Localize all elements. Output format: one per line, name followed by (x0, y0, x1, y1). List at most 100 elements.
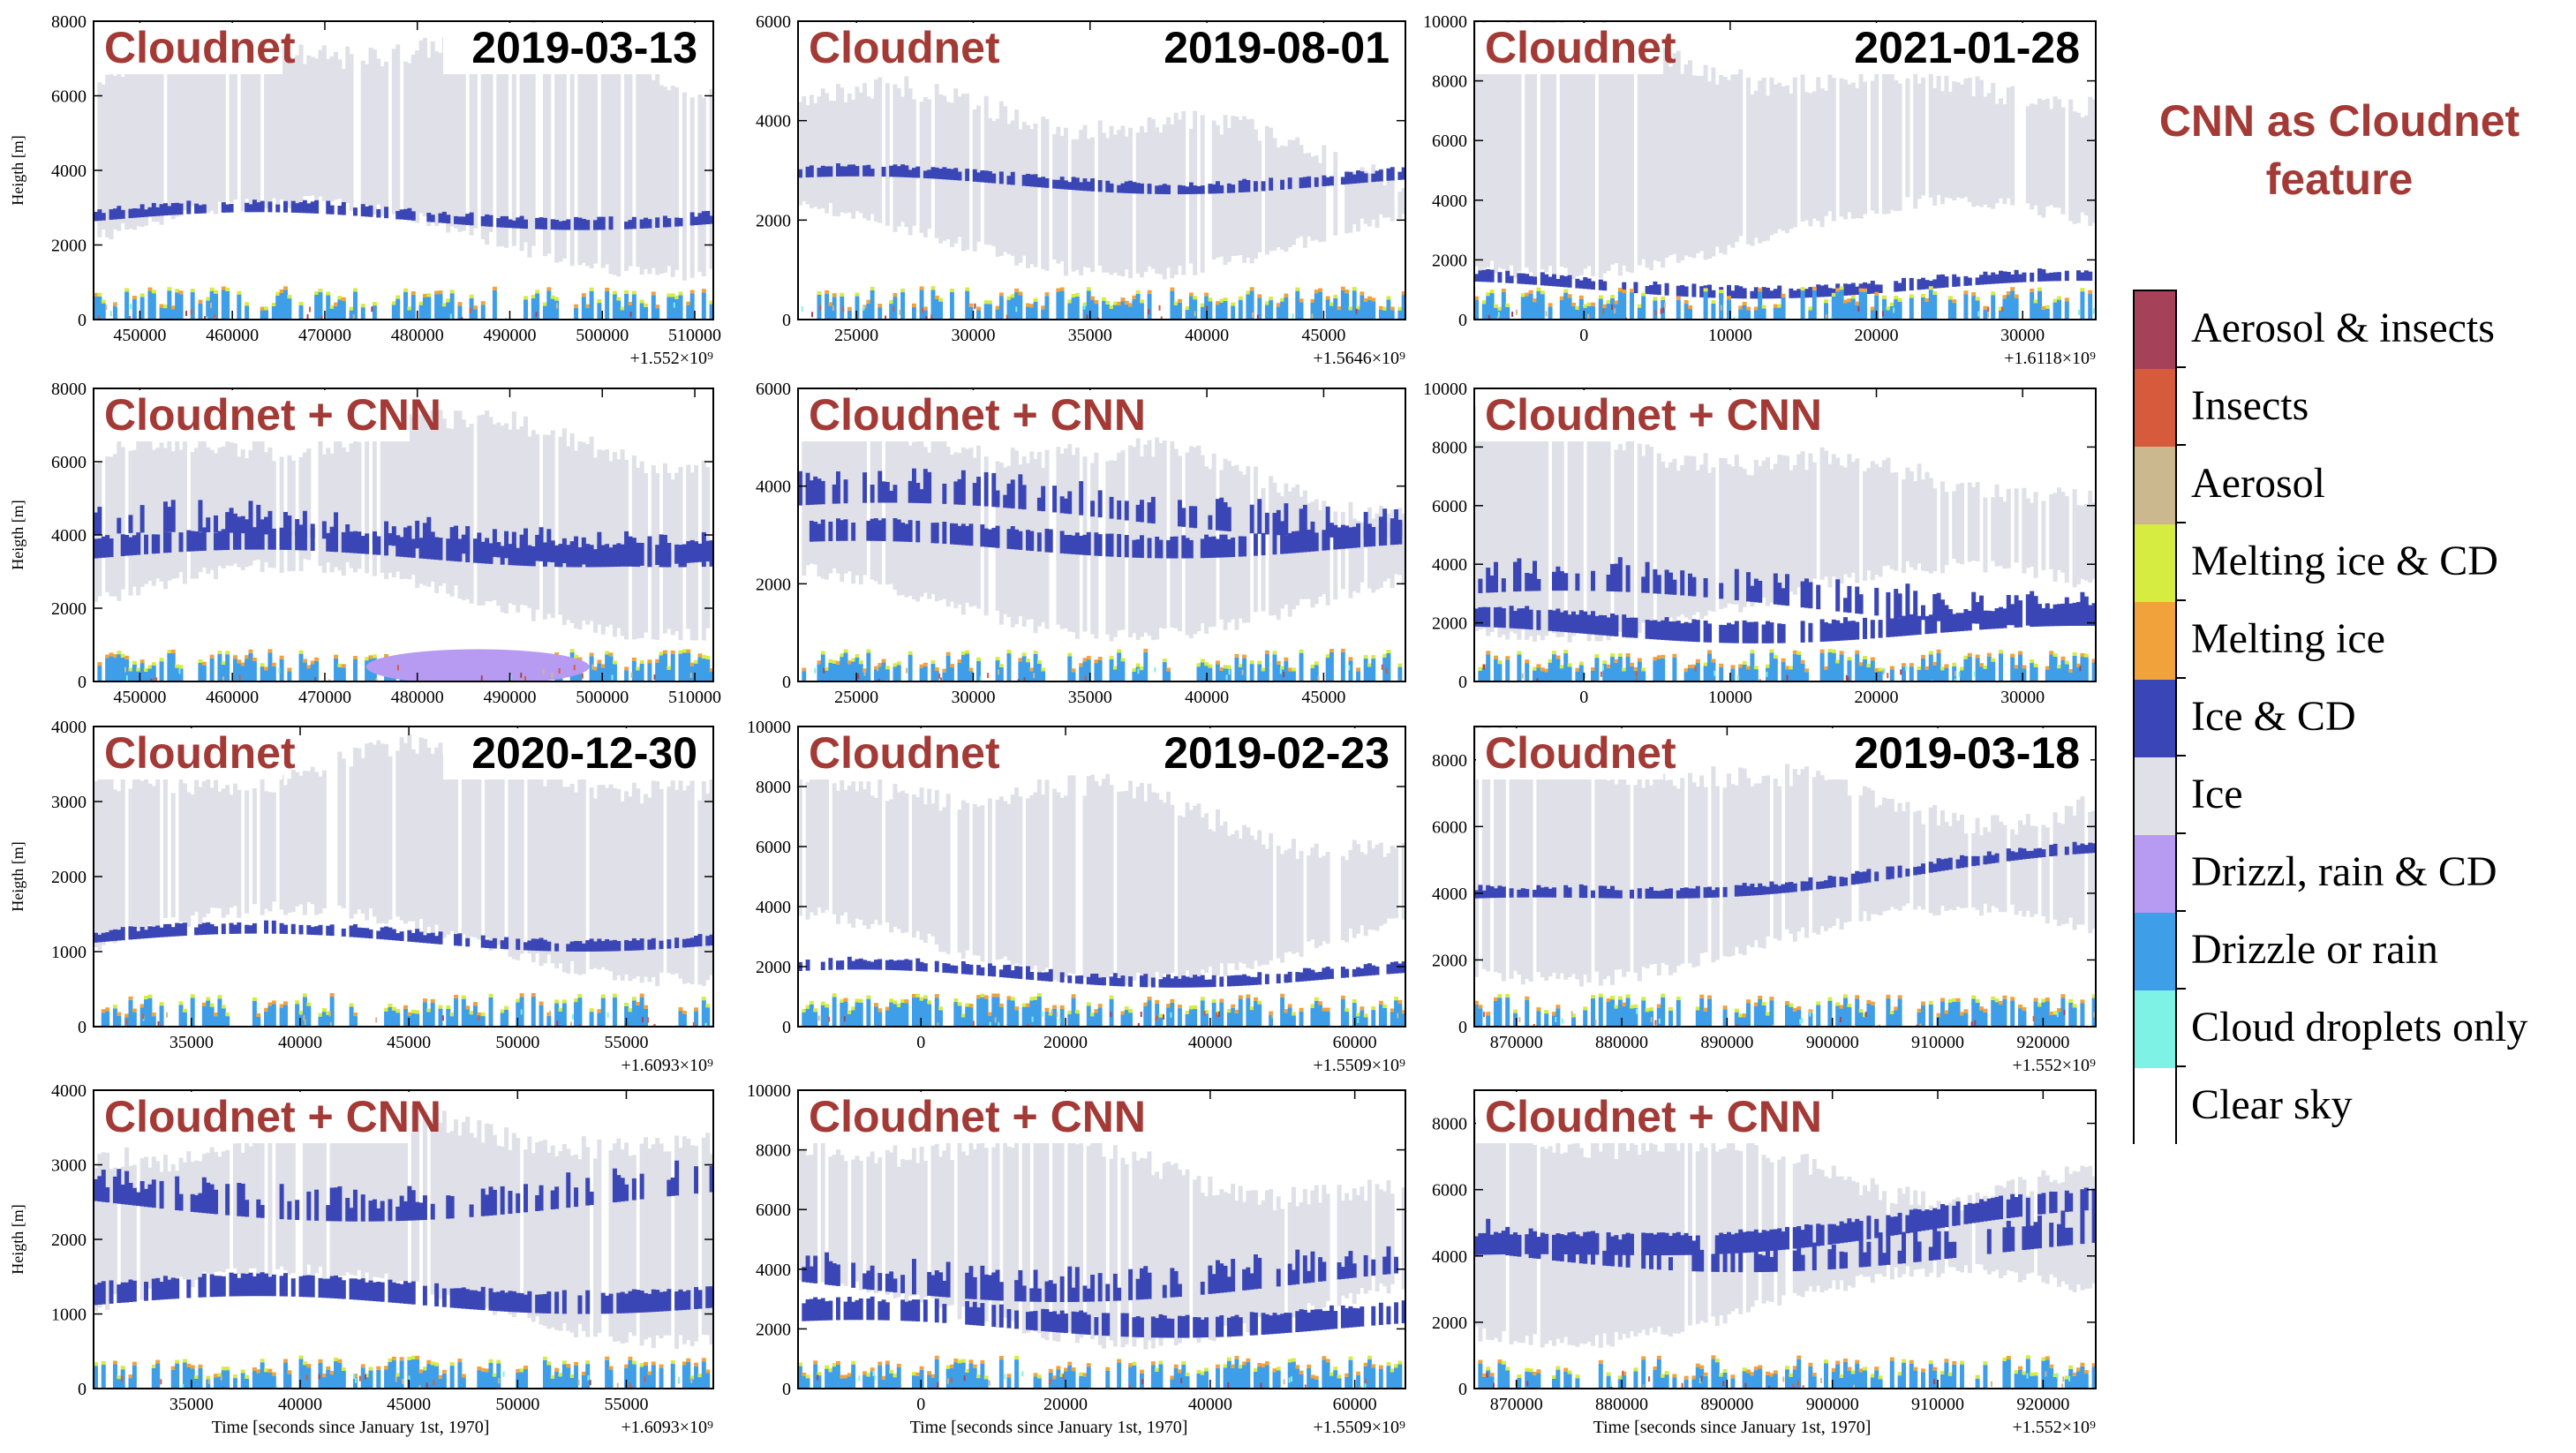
rain-mark (1855, 653, 1860, 681)
ice-mark (1746, 475, 1751, 598)
x-tick-label: 40000 (1188, 1033, 1232, 1052)
melt-mark (539, 1001, 544, 1005)
ice-mark (1909, 471, 1914, 568)
ice-mark (1831, 454, 1836, 577)
ice-cd-mark (1691, 888, 1697, 899)
ice-mark (546, 25, 552, 254)
melt-mark (1014, 1006, 1019, 1011)
x-tick-label: 40000 (278, 1033, 322, 1052)
melt-mark (519, 993, 524, 998)
melt-mark (858, 660, 863, 665)
ice-mark (1486, 30, 1491, 267)
rain-mark (117, 1015, 122, 1027)
melt-mark (1082, 302, 1088, 306)
ice-mark (1143, 132, 1149, 273)
ice-mark (866, 781, 871, 930)
rain-mark (624, 670, 629, 681)
ice-cd-mark (2072, 841, 2077, 854)
rain-mark (159, 661, 164, 681)
ice-cd-cnn-mark (1552, 571, 1556, 591)
ice-mark (1318, 162, 1322, 243)
ice-cd-mark (1855, 286, 1860, 295)
ice-mark (1894, 811, 1899, 909)
ice-mark (1567, 770, 1572, 977)
rain-mark (1280, 301, 1284, 320)
ice-mark (411, 55, 416, 222)
melt-mark (1722, 1005, 1728, 1010)
ice-mark (1847, 795, 1852, 922)
ice-mark (1586, 766, 1592, 982)
ice-mark (1936, 76, 1941, 195)
melt-mark (1800, 287, 1805, 291)
rain-mark (896, 665, 901, 681)
melt-mark (271, 302, 276, 306)
ice-cd-mark (1371, 965, 1376, 975)
ice-mark (201, 432, 207, 568)
ice-mark (1204, 813, 1209, 974)
melt-mark (1094, 1009, 1099, 1013)
y-tick-label: 6000 (51, 453, 87, 472)
ice-mark (608, 784, 614, 972)
ice-mark (492, 748, 497, 941)
ice-mark (1003, 801, 1008, 957)
ice-mark (1649, 447, 1653, 635)
ice-cd-cnn-mark (94, 512, 98, 535)
x-tick-label: 490000 (483, 688, 536, 707)
ice-cd-mark (531, 938, 536, 951)
ice-cd-cnn-mark (449, 527, 455, 553)
rain-mark (686, 305, 691, 320)
rain-mark (934, 670, 939, 681)
ice-mark (1158, 442, 1164, 629)
melt-mark (175, 664, 180, 668)
ice-mark (647, 72, 652, 275)
aerosol-insect-mark (1845, 674, 1848, 681)
ice-cd-cnn-mark (923, 469, 928, 504)
ice-cd-mark (585, 220, 591, 230)
ice-mark (388, 425, 393, 574)
rain-mark (260, 310, 265, 320)
panel-plot-area (1474, 726, 2096, 1027)
melt-mark (802, 1008, 807, 1013)
y-tick-label: 4000 (1432, 192, 1467, 211)
panel-date-bg (443, 728, 708, 779)
ice-mark (1082, 124, 1088, 267)
ice-cd-mark (628, 220, 633, 230)
ice-cd-cnn-mark (1773, 573, 1778, 605)
x-tick-label: 20000 (1855, 688, 1899, 707)
ice-mark (349, 54, 354, 211)
ice-cd-mark (639, 219, 644, 229)
ice-cd-cnn-mark (1897, 593, 1902, 618)
ice-mark (1276, 493, 1281, 621)
aerosol-insect-mark (520, 673, 523, 679)
ice-cd-mark (457, 538, 463, 562)
melt-mark (1143, 1002, 1149, 1006)
melt-mark (612, 290, 617, 295)
ice-mark (1645, 777, 1650, 969)
rain-mark (881, 662, 886, 681)
ice-mark (360, 60, 365, 213)
panel-title-bg (1476, 23, 1663, 74)
ice-cd-cnn-mark (1178, 500, 1182, 527)
ice-cd-cnn-mark (1847, 585, 1852, 614)
ice-mark (674, 87, 680, 270)
ice-cd-mark (539, 217, 544, 230)
melt-mark (329, 992, 335, 998)
melt-mark (1299, 298, 1304, 303)
rain-mark (1656, 659, 1661, 681)
ice-mark (1855, 458, 1860, 583)
melt-mark (117, 1012, 122, 1016)
ice-mark (832, 101, 837, 216)
rain-mark (1734, 1012, 1739, 1027)
melt-mark (597, 659, 602, 664)
rain-mark (1917, 669, 1922, 681)
melt-mark (851, 658, 856, 662)
aerosol-insect-mark (1515, 309, 1518, 315)
ice-mark (1117, 130, 1122, 275)
ice-mark (1761, 460, 1766, 598)
melt-mark (1921, 293, 1925, 298)
ice-mark (1333, 152, 1338, 236)
ice-cd-mark (1563, 610, 1569, 633)
melt-mark (870, 286, 875, 290)
melt-mark (1257, 660, 1262, 665)
melt-mark (1897, 297, 1902, 302)
